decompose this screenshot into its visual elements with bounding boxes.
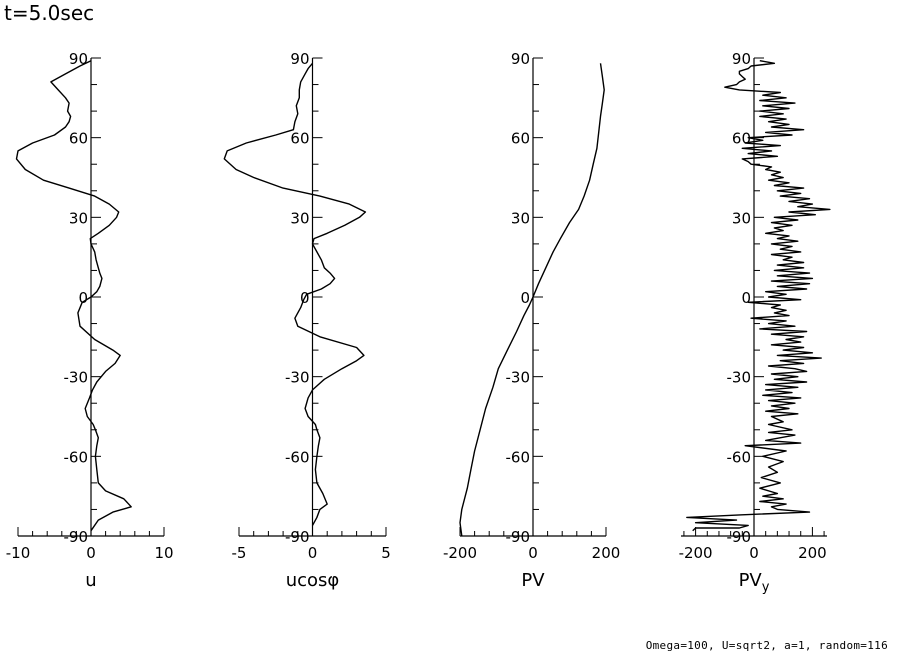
panel-3-series-line	[459, 63, 605, 537]
panel-2-y-tick-label: 30	[290, 209, 309, 227]
panel-1-x-tick-label: 0	[86, 544, 96, 562]
panel-4-x-axis-label-subscript: y	[762, 580, 770, 595]
panel-2-y-tick-label: 60	[290, 130, 309, 148]
panel-1-y-tick-label: -60	[64, 448, 89, 466]
panel-4-x-tick-label: 200	[798, 544, 827, 562]
panel-4-x-tick-label: 0	[749, 544, 759, 562]
panel-4-y-tick-label: -30	[727, 369, 752, 387]
panel-3-y-tick-label: -30	[506, 369, 531, 387]
panel-4-y-tick-label: -60	[727, 448, 752, 466]
panel-1-y-tick-label: 0	[78, 289, 88, 307]
panel-1-x-tick-label: -10	[6, 544, 31, 562]
panel-2-x-tick-label: 5	[381, 544, 391, 562]
panel-3-y-tick-label: 0	[520, 289, 530, 307]
panel-2-y-tick-label: -60	[285, 448, 310, 466]
panel-1-y-tick-label: 60	[69, 130, 88, 148]
panel-4-x-axis-label: PVy	[739, 570, 770, 595]
panel-2-x-tick-label: 0	[308, 544, 318, 562]
panel-1-x-axis-label: u	[85, 570, 96, 591]
parameters-footer: Omega=100, U=sqrt2, a=1, random=116	[645, 639, 888, 652]
panel-2-x-axis-label: ucosφ	[286, 570, 340, 591]
panel-4-x-tick-label: -200	[679, 544, 713, 562]
panel-4-y-tick-label: 30	[732, 209, 751, 227]
panel-3-y-tick-label: 30	[511, 209, 530, 227]
panel-3-x-tick-label: 0	[528, 544, 538, 562]
panel-3-y-tick-label: -90	[506, 528, 531, 546]
panel-4-series-line	[686, 60, 831, 532]
panel-4-y-tick-label: 60	[732, 130, 751, 148]
panel-3-x-tick-label: 200	[592, 544, 621, 562]
panel-1-y-tick-label: 90	[69, 50, 88, 68]
panel-2-y-tick-label: -30	[285, 369, 310, 387]
panel-1-x-tick-label: 10	[154, 544, 173, 562]
panel-3-y-tick-label: -60	[506, 448, 531, 466]
panel-2-series-line	[223, 62, 367, 526]
panel-4-y-tick-label: 90	[732, 50, 751, 68]
panel-2-y-tick-label: -90	[285, 528, 310, 546]
panel-3-x-tick-label: -200	[443, 544, 477, 562]
panel-4-y-tick-label: 0	[741, 289, 751, 307]
panel-3-y-tick-label: 90	[511, 50, 530, 68]
panel-1-y-tick-label: -30	[64, 369, 89, 387]
panel-1-y-tick-label: 30	[69, 209, 88, 227]
panel-3-y-tick-label: 60	[511, 130, 530, 148]
panel-4-y-tick-label: -90	[727, 528, 752, 546]
panel-2-x-tick-label: -5	[232, 544, 247, 562]
panel-3-x-axis-label: PV	[521, 570, 545, 591]
panel-2-y-tick-label: 90	[290, 50, 309, 68]
panel-1-y-tick-label: -90	[64, 528, 89, 546]
panel-1-series-line	[15, 60, 132, 532]
time-title: t=5.0sec	[4, 1, 95, 25]
